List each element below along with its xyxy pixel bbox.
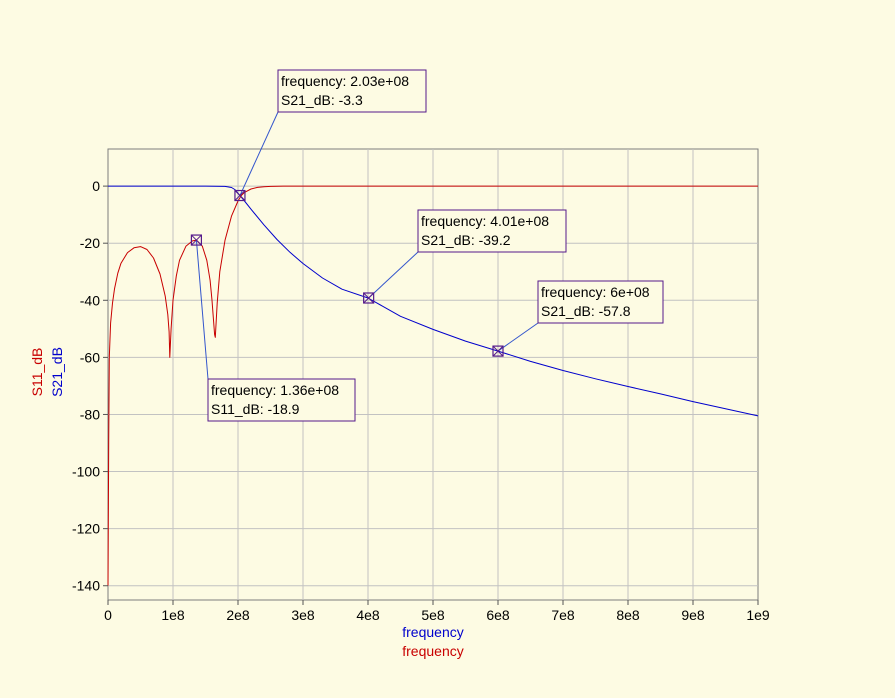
marker-frequency-text: frequency: 4.01e+08	[421, 213, 549, 229]
marker-frequency-text: frequency: 2.03e+08	[281, 73, 409, 89]
series-line-s21-db	[108, 185, 759, 417]
x-tick-label: 3e8	[291, 607, 315, 623]
y-tick-label: -20	[80, 235, 100, 251]
y-tick-label: -100	[72, 464, 100, 480]
x-tick-label: 1e9	[746, 607, 770, 623]
marker-square[interactable]	[190, 234, 202, 246]
marker-cross	[492, 345, 504, 357]
x-tick-label: 5e8	[421, 607, 445, 623]
y-axis-label-s11: S11_dB	[29, 348, 45, 397]
x-axis-label-s21: frequency	[402, 624, 463, 640]
marker-1[interactable]: frequency: 2.03e+08 S21_dB: -3.3	[234, 69, 427, 202]
y-tick-label: -120	[72, 521, 100, 537]
marker-cross	[191, 234, 202, 246]
marker-leader-line	[239, 111, 279, 196]
marker-square[interactable]	[492, 345, 504, 357]
x-tick-label: 2e8	[226, 607, 250, 623]
marker-3[interactable]: frequency: 6e+08 S21_dB: -57.8	[492, 280, 664, 357]
marker-leader-line	[497, 322, 539, 352]
marker-leader-line	[195, 240, 209, 380]
y-tick-label: -60	[80, 349, 100, 365]
marker-cross	[234, 190, 246, 201]
marker-4[interactable]: frequency: 1.36e+08 S11_dB: -18.9	[190, 234, 356, 422]
y-axis-label-s21: S21_dB	[49, 347, 65, 397]
marker-value-text: S21_dB: -57.8	[541, 303, 631, 319]
x-tick-label: 1e8	[161, 607, 185, 623]
x-tick-label: 4e8	[356, 607, 380, 623]
y-tick-label: -80	[80, 406, 100, 422]
x-tick-label: 7e8	[551, 607, 575, 623]
marker-square[interactable]	[363, 292, 375, 304]
x-axis-label-s11: frequency	[402, 643, 463, 659]
marker-label-box	[417, 209, 567, 253]
marker-value-text: S21_dB: -39.2	[421, 232, 511, 248]
y-tick-label: -40	[80, 292, 100, 308]
marker-label-box	[277, 69, 427, 113]
y-tick-label: -140	[72, 578, 100, 594]
marker-cross	[363, 292, 375, 304]
marker-label-box	[537, 280, 664, 324]
y-tick-label: 0	[92, 178, 100, 194]
marker-frequency-text: frequency: 6e+08	[541, 284, 650, 300]
x-tick-label: 6e8	[486, 607, 510, 623]
x-tick-label: 8e8	[616, 607, 640, 623]
marker-label-box	[207, 378, 356, 422]
x-tick-label: 0	[104, 607, 112, 623]
marker-square[interactable]	[234, 189, 246, 202]
marker-value-text: S11_dB: -18.9	[211, 401, 300, 417]
marker-value-text: S21_dB: -3.3	[281, 92, 363, 108]
marker-frequency-text: frequency: 1.36e+08	[211, 382, 339, 398]
axis-ticks: 0 1e8 2e8 3e8 4e8 5e8 6e8 7e8 8e8 9e8 1e9 0 -20 -40 -6…	[72, 178, 770, 623]
marker-2[interactable]: frequency: 4.01e+08 S21_dB: -39.2	[363, 209, 567, 304]
marker-leader-line	[368, 251, 419, 299]
x-tick-label: 9e8	[681, 607, 705, 623]
